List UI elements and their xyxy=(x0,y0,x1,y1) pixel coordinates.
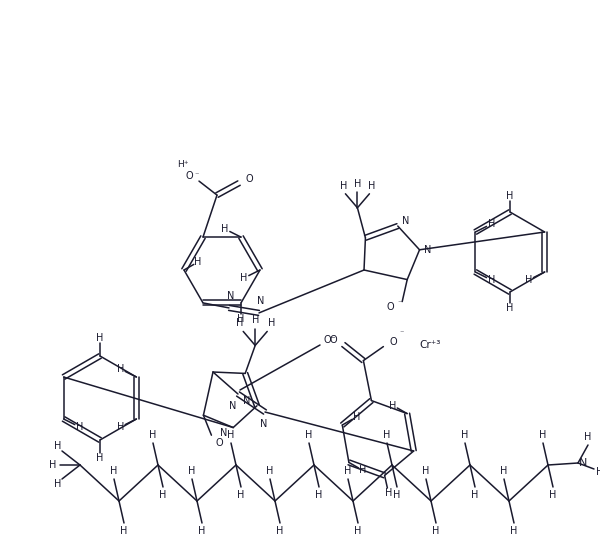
Text: H: H xyxy=(199,526,206,536)
Text: H: H xyxy=(368,181,375,191)
Text: H: H xyxy=(149,430,157,440)
Text: H: H xyxy=(506,303,514,313)
Text: H: H xyxy=(355,526,362,536)
Text: H: H xyxy=(76,422,83,432)
Text: H: H xyxy=(584,432,592,442)
Text: H: H xyxy=(277,526,284,536)
Text: H: H xyxy=(340,181,347,191)
Text: H: H xyxy=(160,490,167,500)
Text: N: N xyxy=(257,296,265,306)
Text: H: H xyxy=(238,490,245,500)
Text: N: N xyxy=(579,458,587,468)
Text: H: H xyxy=(394,490,401,500)
Text: H: H xyxy=(266,466,274,476)
Text: N: N xyxy=(220,428,227,437)
Text: O: O xyxy=(245,174,253,184)
Text: H: H xyxy=(344,466,352,476)
Text: H: H xyxy=(472,490,479,500)
Text: H: H xyxy=(55,441,62,451)
Text: ⁻: ⁻ xyxy=(399,328,404,337)
Text: N: N xyxy=(227,291,235,301)
Text: H: H xyxy=(354,179,361,189)
Text: N: N xyxy=(260,419,268,429)
Text: H: H xyxy=(305,430,313,440)
Text: H: H xyxy=(110,466,118,476)
Text: H: H xyxy=(385,488,392,499)
Text: H: H xyxy=(121,526,128,536)
Text: H: H xyxy=(550,490,557,500)
Text: H: H xyxy=(97,453,104,463)
Text: ⁻: ⁻ xyxy=(397,298,401,307)
Text: H: H xyxy=(359,466,367,476)
Text: H: H xyxy=(194,257,202,267)
Text: H: H xyxy=(506,191,514,201)
Text: H: H xyxy=(488,219,495,229)
Text: H: H xyxy=(97,333,104,343)
Text: N: N xyxy=(424,245,431,255)
Text: H: H xyxy=(268,318,275,328)
Text: H: H xyxy=(227,430,235,440)
Text: H: H xyxy=(236,318,243,328)
Text: ⁻: ⁻ xyxy=(195,171,199,180)
Text: H: H xyxy=(500,466,508,476)
Text: H: H xyxy=(511,526,518,536)
Text: H⁺: H⁺ xyxy=(177,160,189,169)
Text: H: H xyxy=(461,430,469,440)
Text: H: H xyxy=(238,314,245,324)
Text: H: H xyxy=(353,412,360,422)
Text: H: H xyxy=(539,430,547,440)
Text: Cr⁺³: Cr⁺³ xyxy=(419,340,440,350)
Text: H: H xyxy=(49,460,56,470)
Text: H: H xyxy=(525,275,532,285)
Text: H: H xyxy=(241,273,248,283)
Text: O⁻: O⁻ xyxy=(323,335,337,345)
Text: O: O xyxy=(386,301,394,311)
Text: H: H xyxy=(316,490,323,500)
Text: N: N xyxy=(229,401,236,411)
Text: H: H xyxy=(596,467,600,477)
Text: H: H xyxy=(188,466,196,476)
Text: O: O xyxy=(185,171,193,181)
Text: H: H xyxy=(55,479,62,489)
Text: H: H xyxy=(389,401,397,410)
Text: H: H xyxy=(422,466,430,476)
Text: H: H xyxy=(488,275,495,285)
Text: O: O xyxy=(389,337,397,347)
Text: H: H xyxy=(433,526,440,536)
Text: H: H xyxy=(116,422,124,432)
Text: H: H xyxy=(383,430,391,440)
Text: H: H xyxy=(116,364,124,374)
Text: O: O xyxy=(329,334,337,344)
Text: H: H xyxy=(251,315,259,326)
Text: N: N xyxy=(243,396,251,406)
Text: H: H xyxy=(221,224,229,234)
Text: N: N xyxy=(402,216,409,226)
Text: O: O xyxy=(215,438,223,448)
